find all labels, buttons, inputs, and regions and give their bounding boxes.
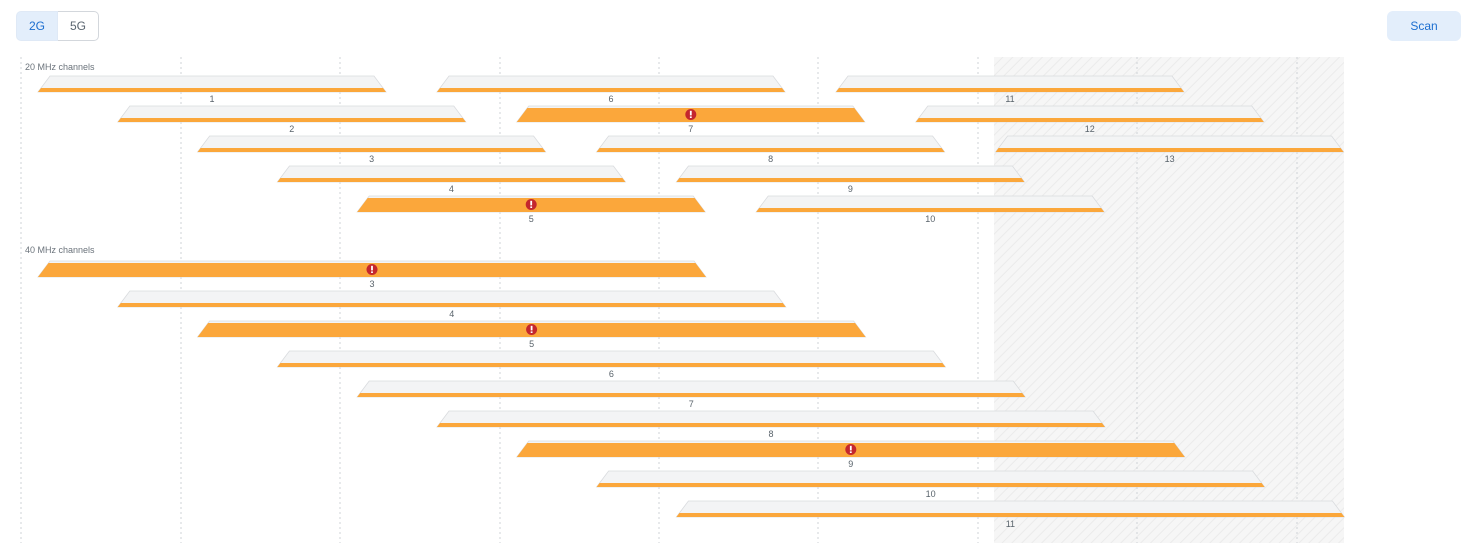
channel-bar-20mhz-4[interactable]: 4: [276, 165, 627, 194]
channel-number: 9: [848, 459, 853, 469]
channel-load-fill: [756, 208, 1105, 212]
channel-bar-20mhz-11[interactable]: 11: [835, 75, 1185, 104]
channel-bar-20mhz-2[interactable]: 2: [117, 105, 467, 134]
channel-number: 13: [1165, 154, 1175, 164]
exclamation-circle-icon: [526, 324, 538, 335]
channel-number: 12: [1085, 124, 1095, 134]
channel-bar-20mhz-9[interactable]: 9: [675, 165, 1026, 194]
channel-bar-40mhz-5[interactable]: 5: [196, 320, 867, 349]
channel-number: 11: [1005, 94, 1014, 104]
channel-bar-40mhz-7[interactable]: 7: [356, 380, 1026, 409]
channel-load-fill: [596, 483, 1265, 487]
channel-load-fill: [915, 118, 1264, 122]
channel-number: 6: [609, 369, 614, 379]
channel-number: 5: [529, 339, 534, 349]
channel-number: 10: [925, 214, 935, 224]
scan-button[interactable]: Scan: [1387, 11, 1461, 41]
channel-bar-40mhz-3[interactable]: 3: [37, 260, 707, 289]
exclamation-circle-icon: [525, 199, 537, 210]
channel-load-fill: [836, 88, 1184, 92]
channel-number: 1: [209, 94, 214, 104]
channel-bar-20mhz-3[interactable]: 3: [196, 135, 547, 164]
channel-number: 5: [529, 214, 534, 224]
channel-load-fill: [197, 148, 546, 152]
channel-load-fill: [676, 513, 1345, 517]
channel-number: 10: [926, 489, 936, 499]
channel-number: 4: [449, 184, 454, 194]
channel-number: 8: [768, 154, 773, 164]
channel-bar-20mhz-13[interactable]: 13: [994, 135, 1345, 164]
channel-number: 2: [289, 124, 294, 134]
channel-number: 7: [689, 399, 694, 409]
channel-number: 8: [768, 429, 773, 439]
section-label: 40 MHz channels: [25, 245, 95, 255]
channel-load-fill: [437, 423, 1105, 427]
channel-load-fill: [676, 178, 1025, 182]
channel-load-fill: [38, 88, 386, 92]
exclamation-circle-icon: [845, 444, 857, 455]
channel-bar-20mhz-5[interactable]: 5: [356, 195, 707, 224]
band-5g-button[interactable]: 5G: [58, 11, 99, 41]
channel-number: 6: [608, 94, 613, 104]
channel-load-fill: [117, 118, 466, 122]
channel-bar-40mhz-4[interactable]: 4: [117, 290, 787, 319]
channel-load-fill: [596, 148, 945, 152]
channel-load-fill: [117, 303, 786, 307]
channel-load-fill: [357, 393, 1026, 397]
channel-bar-20mhz-10[interactable]: 10: [755, 195, 1105, 224]
channel-bar-20mhz-6[interactable]: 6: [436, 75, 786, 104]
channel-bar-40mhz-10[interactable]: 10: [595, 470, 1266, 499]
channel-bar-20mhz-1[interactable]: 1: [37, 75, 387, 104]
channel-load-fill: [437, 88, 785, 92]
channel-bar-20mhz-12[interactable]: 12: [914, 105, 1265, 134]
channel-load-fill: [277, 363, 946, 367]
channel-bar-40mhz-11[interactable]: 11: [675, 500, 1346, 529]
channel-number: 7: [688, 124, 693, 134]
section-label: 20 MHz channels: [25, 62, 95, 72]
band-2g-button[interactable]: 2G: [16, 11, 58, 41]
channel-bar-20mhz-7[interactable]: 7: [515, 105, 866, 134]
exclamation-circle-icon: [685, 109, 697, 120]
channel-bar-20mhz-8[interactable]: 8: [595, 135, 946, 164]
channel-number: 4: [449, 309, 454, 319]
channel-number: 11: [1006, 519, 1015, 529]
channel-bar-40mhz-9[interactable]: 9: [515, 440, 1186, 469]
restricted-region: [994, 57, 1344, 543]
channel-load-fill: [277, 178, 626, 182]
exclamation-circle-icon: [366, 264, 378, 275]
channel-number: 3: [369, 154, 374, 164]
channel-bar-40mhz-6[interactable]: 6: [276, 350, 947, 379]
channel-load-fill: [995, 148, 1344, 152]
band-toggle: 2G 5G: [16, 11, 99, 41]
channel-number: 9: [848, 184, 853, 194]
channel-number: 3: [369, 279, 374, 289]
channel-bar-40mhz-8[interactable]: 8: [436, 410, 1106, 439]
